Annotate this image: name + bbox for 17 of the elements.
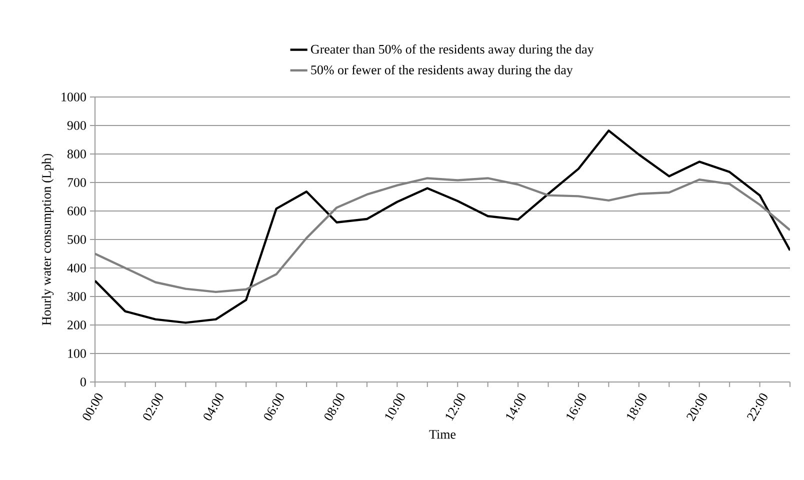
y-tick-label: 200: [68, 320, 86, 330]
legend-label: Greater than 50% of the residents away during the day: [310, 44, 594, 56]
y-tick-label: 0: [80, 378, 86, 386]
y-tick-label: 700: [68, 178, 86, 187]
y-tick-label: 1000: [62, 92, 86, 102]
y-axis-title: Hourly water consumption (Lph): [42, 154, 54, 326]
y-tick-label: 300: [68, 292, 86, 301]
y-tick-label: 800: [67, 150, 86, 158]
y-tick-label: 400: [67, 264, 86, 272]
y-tick-label: 600: [68, 206, 86, 216]
y-tick-label: 500: [68, 235, 86, 244]
line-series: [95, 177, 790, 294]
x-axis-title: Time: [429, 430, 456, 439]
y-tick-label: 100: [68, 349, 86, 358]
legend-label: 50% or fewer of the residents away during the day: [311, 65, 573, 78]
y-tick-label: 900: [67, 121, 86, 130]
line-series: [95, 130, 790, 324]
